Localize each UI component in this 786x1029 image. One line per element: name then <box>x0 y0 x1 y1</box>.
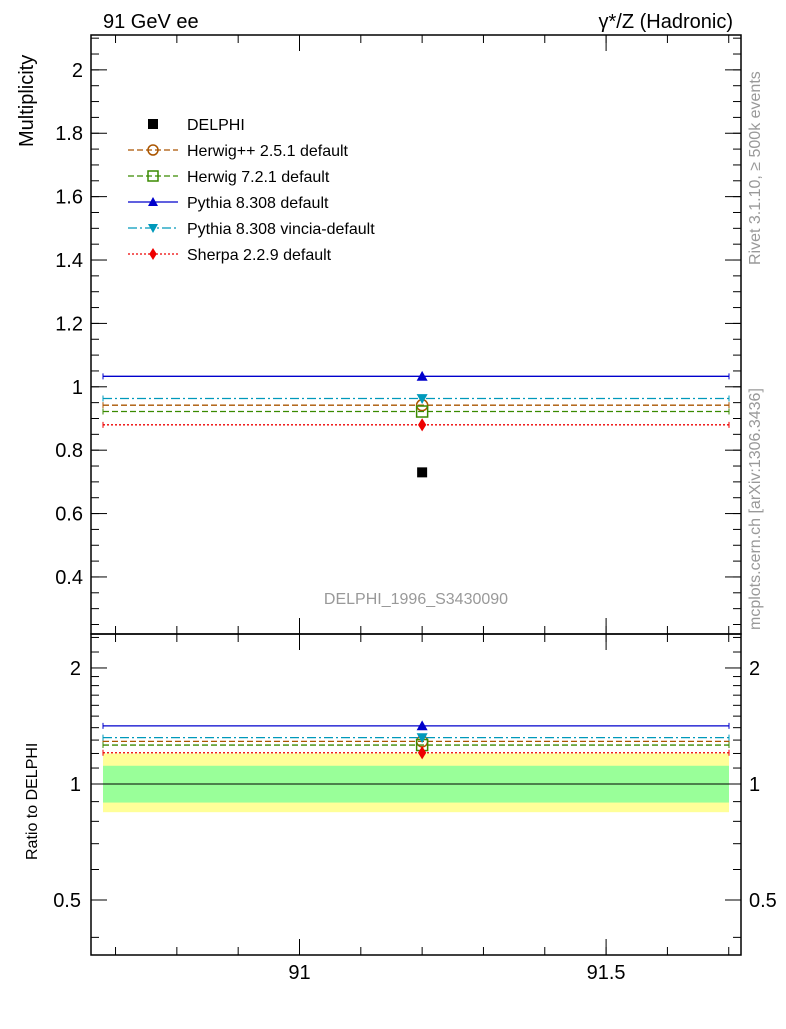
ratio-y-tick-label-left: 1 <box>70 774 81 796</box>
main-y-tick-label: 1.8 <box>55 123 83 145</box>
main-y-axis-title: Multiplicity <box>16 55 38 147</box>
ratio-frame <box>90 633 742 956</box>
legend-label-herwig7: Herwig 7.2.1 default <box>187 169 330 186</box>
legend: DELPHI Herwig++ 2.5.1 default Herwig 7.2.1… <box>128 117 375 264</box>
header-process-label: γ*/Z (Hadronic) <box>599 11 733 33</box>
rivet-version-label: Rivet 3.1.10, ≥ 500k events <box>747 71 764 265</box>
main-panel: 0.4 0.6 0.8 1 1.2 1.4 1.6 1.8 2 <box>55 34 742 635</box>
ratio-x-tick-label: 91 <box>288 962 310 984</box>
legend-label-pythia_default: Pythia 8.308 default <box>187 195 329 212</box>
ratio-panel: 0.5 0.5 1 1 2 2 91 91.5 <box>53 633 777 984</box>
ratio-y-axis-title: Ratio to DELPHI <box>24 743 41 860</box>
main-y-tick-label: 0.8 <box>55 440 83 462</box>
ratio-point-pythia_vincia <box>416 733 428 744</box>
analysis-watermark: DELPHI_1996_S3430090 <box>324 591 508 608</box>
legend-marker-pythia_vincia <box>148 224 158 233</box>
main-point-pythia_default <box>416 370 428 381</box>
legend-label-pythia_vincia: Pythia 8.308 vincia-default <box>187 221 375 238</box>
ratio-x-tick-label: 91.5 <box>587 962 626 984</box>
main-y-tick-label: 1.4 <box>55 250 83 272</box>
legend-label-data: DELPHI <box>187 117 245 134</box>
main-y-tick-label: 0.4 <box>55 567 83 589</box>
main-y-tick-label: 1 <box>72 377 83 399</box>
ratio-y-tick-label-left: 0.5 <box>53 890 81 912</box>
main-y-tick-label: 1.6 <box>55 187 83 209</box>
legend-marker-pythia_default <box>148 197 158 206</box>
ratio-y-tick-label-right: 1 <box>749 774 760 796</box>
mcplots-label: mcplots.cern.ch [arXiv:1306.3436] <box>747 388 764 630</box>
ratio-y-tick-label-left: 2 <box>70 658 81 680</box>
header-energy-label: 91 GeV ee <box>103 11 199 33</box>
legend-marker-herwig_pp <box>147 144 159 156</box>
main-y-tick-label: 0.6 <box>55 504 83 526</box>
main-point-pythia_vincia <box>416 394 428 405</box>
main-y-tick-label: 2 <box>72 60 83 82</box>
legend-marker-sherpa <box>149 248 157 260</box>
legend-label-herwig_pp: Herwig++ 2.5.1 default <box>187 143 349 160</box>
ratio-y-tick-label-right: 0.5 <box>749 890 777 912</box>
legend-marker-data <box>148 119 158 129</box>
ratio-point-sherpa <box>418 746 427 760</box>
main-y-tick-label: 1.2 <box>55 313 83 335</box>
main-point-data <box>417 467 428 478</box>
legend-marker-herwig7 <box>147 170 159 182</box>
main-point-herwig7 <box>415 405 429 418</box>
ratio-point-pythia_default <box>416 720 428 731</box>
legend-label-sherpa: Sherpa 2.2.9 default <box>187 247 332 264</box>
main-point-sherpa <box>418 418 427 432</box>
ratio-y-tick-label-right: 2 <box>749 658 760 680</box>
